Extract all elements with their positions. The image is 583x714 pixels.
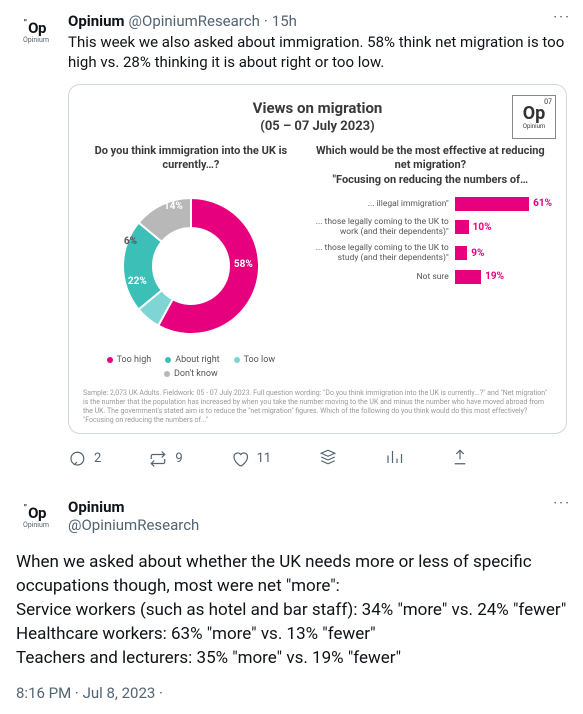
donut-label: 6% [124, 236, 137, 247]
legend-item: Too low [234, 355, 276, 365]
donut-label: 14% [164, 201, 183, 212]
bar-value: 61% [533, 198, 552, 209]
bar-track: 10% [455, 220, 552, 234]
bar-fill [455, 270, 481, 284]
legend-item: About right [165, 355, 219, 365]
handle[interactable]: @OpiniumResearch [68, 516, 199, 534]
avatar[interactable]: "Op Opinium [16, 498, 56, 538]
bar-fill [455, 197, 529, 211]
chart-card[interactable]: 07 Op Opinium Views on migration (05 – 0… [68, 84, 567, 434]
more-icon[interactable]: ··· [553, 494, 571, 512]
bar-value: 10% [473, 222, 492, 233]
logo-op: Op [523, 105, 546, 123]
bar-track: 61% [455, 197, 552, 211]
donut-label: 22% [128, 276, 147, 287]
bar-value: 9% [471, 248, 484, 259]
bar-label: ... those legally coming to the UK to wo… [309, 217, 449, 237]
bar-fill [455, 246, 468, 260]
avatar-op: Op [28, 19, 46, 37]
legend-label: Too high [117, 355, 152, 365]
more-icon[interactable]: ··· [553, 8, 571, 26]
bar-row: ... those legally coming to the UK to st… [309, 243, 552, 263]
avatar-op: Op [28, 504, 46, 522]
avatar-quote: " [24, 18, 26, 27]
tweet-header: Opinium @OpiniumResearch · 15h [68, 12, 567, 30]
bar-label: ... illegal immigration" [309, 199, 449, 209]
donut-label: 58% [234, 259, 253, 270]
tweet-text: This week we also asked about immigratio… [68, 32, 567, 72]
legend-dot [107, 357, 113, 363]
avatar-quote: " [24, 503, 26, 512]
share-icon[interactable] [451, 448, 469, 470]
bar-track: 19% [455, 270, 552, 284]
logo-name: Opinium [523, 124, 545, 130]
like-count: 11 [257, 451, 272, 466]
card-subtitle: (05 – 07 July 2023) [83, 119, 552, 134]
retweet-button[interactable]: 9 [149, 450, 182, 468]
bar-value: 19% [485, 271, 504, 282]
legend-label: Don't know [174, 369, 218, 379]
legend-item: Don't know [164, 369, 218, 379]
donut-question: Do you think immigration into the UK is … [83, 144, 299, 173]
retweet-count: 9 [175, 451, 182, 466]
bar-label: ... those legally coming to the UK to st… [309, 243, 449, 263]
tweet-text: When we asked about whether the UK needs… [16, 550, 567, 670]
card-title: Views on migration [83, 99, 552, 117]
bar-question: Which would be the most effective at red… [309, 144, 552, 187]
reply-button[interactable]: 2 [68, 450, 101, 468]
stack-icon[interactable] [319, 448, 337, 470]
dot: · [264, 12, 268, 30]
like-button[interactable]: 11 [231, 450, 272, 468]
time[interactable]: 15h [272, 12, 297, 30]
tweet-main: ··· "Op Opinium Opinium @OpiniumResearch… [0, 486, 583, 714]
display-name[interactable]: Opinium [68, 12, 125, 30]
avatar-tag: Opinium [23, 37, 49, 44]
reply-count: 2 [94, 451, 101, 466]
legend-label: About right [175, 355, 219, 365]
logo-num: 07 [544, 98, 552, 106]
legend-label: Too low [244, 355, 276, 365]
avatar-tag: Opinium [23, 522, 49, 529]
legend-dot [234, 357, 240, 363]
display-name[interactable]: Opinium [68, 498, 199, 516]
tweet-quoted: ··· "Op Opinium Opinium @OpiniumResearch… [0, 0, 583, 486]
handle[interactable]: @OpiniumResearch [129, 12, 260, 30]
legend-item: Too high [107, 355, 152, 365]
legend-dot [164, 371, 170, 377]
avatar[interactable]: "Op Opinium [16, 12, 56, 52]
donut-chart: 58% 22% 6% 14% [106, 181, 276, 351]
donut-legend: Too high About right Too low Don't know [83, 355, 299, 379]
bar-chart: ... illegal immigration" 61% ... those leg… [309, 197, 552, 284]
legend-dot [165, 357, 171, 363]
bar-track: 9% [455, 246, 552, 260]
bar-fill [455, 220, 469, 234]
opinium-logo-box: 07 Op Opinium [512, 95, 556, 139]
card-footnote: Sample: 2,073 UK Adults. Fieldwork: 05 -… [83, 389, 552, 425]
bar-label: Not sure [309, 272, 449, 282]
tweet-actions: 2 9 11 [68, 444, 567, 474]
analytics-icon[interactable] [385, 448, 403, 470]
bar-row: ... those legally coming to the UK to wo… [309, 217, 552, 237]
bar-row: ... illegal immigration" 61% [309, 197, 552, 211]
bar-row: Not sure 19% [309, 270, 552, 284]
timestamp[interactable]: 8:16 PM · Jul 8, 2023 · [16, 684, 567, 702]
